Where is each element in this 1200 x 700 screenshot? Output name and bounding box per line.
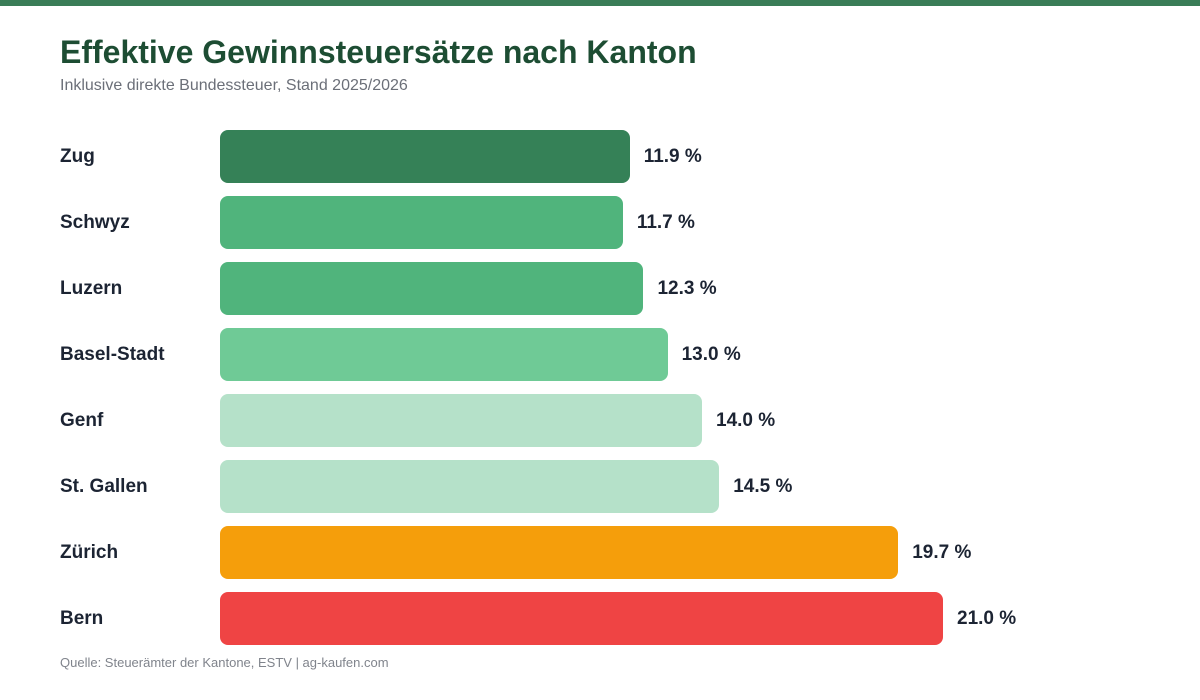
chart-subtitle: Inklusive direkte Bundessteuer, Stand 20… (60, 77, 408, 94)
bar-zug (220, 130, 630, 183)
value-label: 11.7 % (636, 212, 695, 233)
bar-genf (220, 394, 702, 447)
category-label: Basel-Stadt (60, 344, 165, 365)
top-accent-bar (0, 0, 1200, 6)
category-label: St. Gallen (60, 476, 148, 497)
value-label: 19.7 % (912, 542, 972, 563)
value-label: 13.0 % (681, 344, 741, 365)
chart-title: Effektive Gewinnsteuersätze nach Kanton (60, 34, 697, 70)
category-label: Zürich (60, 542, 119, 563)
category-label: Genf (60, 410, 104, 431)
category-label: Luzern (60, 278, 123, 299)
bar-basel-stadt (220, 328, 668, 381)
bar-schwyz (220, 196, 623, 249)
value-label: 14.5 % (733, 476, 793, 497)
category-label: Bern (60, 608, 104, 629)
value-label: 21.0 % (957, 608, 1017, 629)
value-label: 12.3 % (657, 278, 717, 299)
bar-luzern (220, 262, 644, 315)
bar-zürich (220, 526, 899, 579)
bar-st-gallen (220, 460, 720, 513)
bar-bern (220, 592, 943, 645)
category-label: Schwyz (60, 212, 130, 233)
category-label: Zug (60, 146, 95, 167)
source-note: Quelle: Steuerämter der Kantone, ESTV | … (60, 655, 389, 670)
value-label: 14.0 % (716, 410, 776, 431)
value-label: 11.9 % (643, 146, 702, 167)
